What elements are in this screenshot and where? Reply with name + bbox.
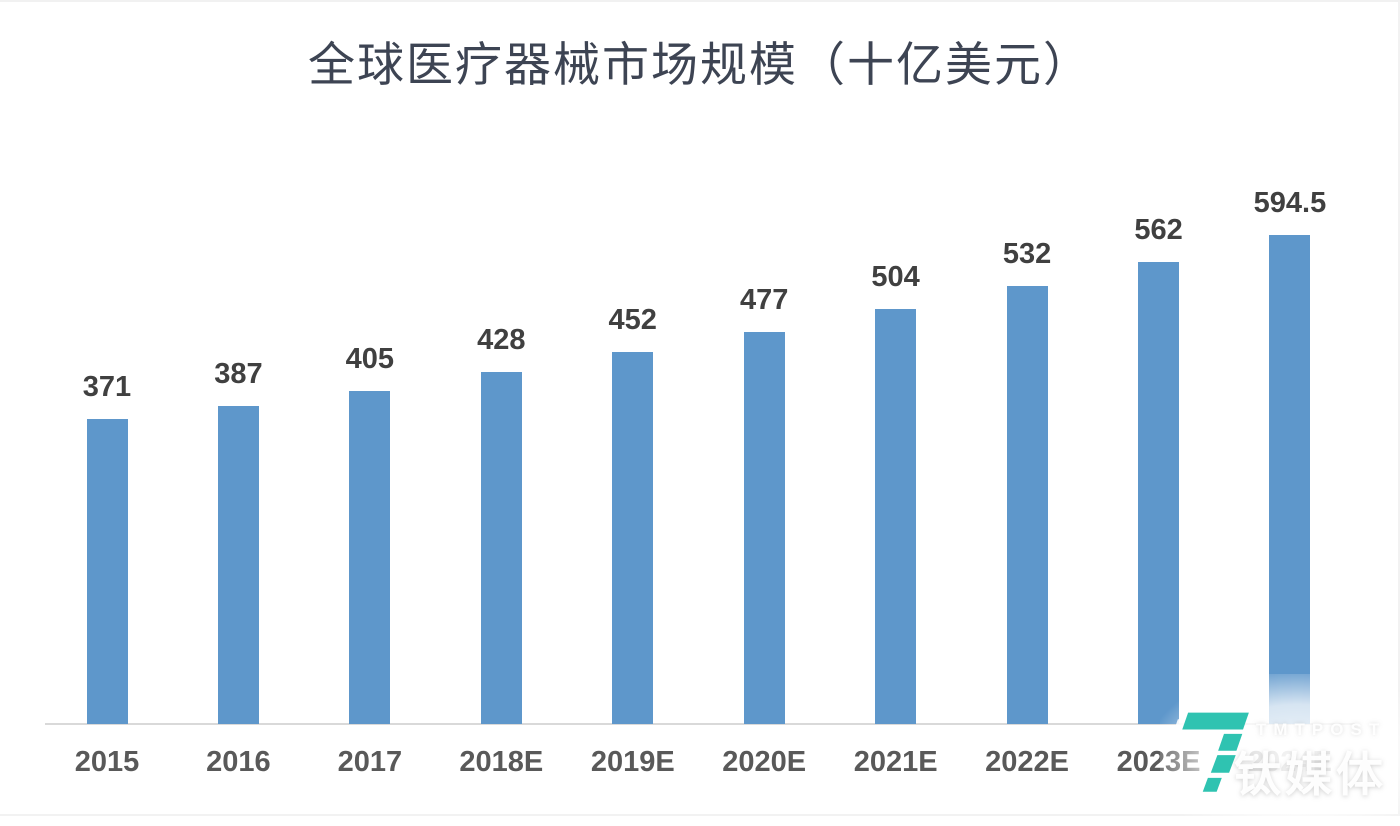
bar: [86, 419, 128, 724]
bar-value-label: 405: [345, 343, 395, 375]
bar-value-label: 387: [214, 358, 263, 390]
bar-value-label: 562: [1134, 214, 1183, 246]
bar: [875, 309, 917, 724]
bar-value-label: 532: [1002, 238, 1052, 270]
watermark-brand-en: TMTPOST: [1256, 720, 1387, 739]
chart-title: 全球医疗器械市场规模（十亿美元）: [308, 38, 1092, 91]
bar: [349, 391, 391, 724]
x-axis-tick-label: 2018E: [459, 746, 544, 778]
x-axis-tick-label: 2017: [337, 746, 403, 778]
bar-value-label: 594.5: [1253, 187, 1327, 219]
tmtpost-watermark: TMTPOST 钛媒体: [1160, 674, 1400, 826]
x-axis-tick-label: 2021E: [853, 746, 938, 778]
bar-value-label: 428: [477, 324, 526, 356]
bar-value-label: 452: [608, 304, 657, 336]
x-axis-tick-label: 2022E: [985, 746, 1069, 778]
bar: [612, 352, 654, 724]
x-axis-tick-label: 2016: [206, 746, 271, 778]
bar: [480, 372, 522, 724]
bar: [1138, 262, 1180, 724]
x-axis-tick-label: 2020E: [722, 746, 807, 778]
bar: [217, 406, 259, 724]
bar: [1269, 235, 1311, 724]
bar-value-label: 371: [82, 371, 132, 403]
bar-value-label: 504: [871, 261, 920, 293]
watermark-brand-cn: 钛媒体: [1234, 748, 1387, 801]
bar-value-label: 477: [739, 284, 789, 316]
tmtpost-t-logo-icon: [1172, 712, 1249, 799]
watermark-glow: [1160, 674, 1400, 826]
bar: [743, 332, 785, 724]
x-axis-tick-label: 2019E: [590, 746, 675, 778]
x-axis-tick-label: 2015: [74, 746, 140, 778]
x-axis-line: [45, 723, 1355, 725]
bar: [1006, 286, 1048, 724]
